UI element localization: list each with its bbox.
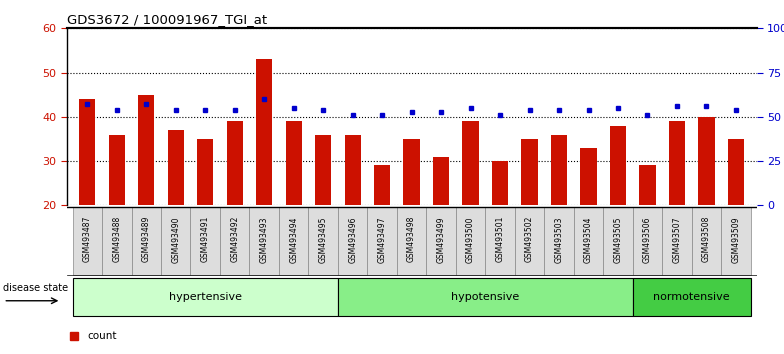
FancyBboxPatch shape xyxy=(132,207,161,275)
Text: GSM493502: GSM493502 xyxy=(525,216,534,263)
Text: disease state: disease state xyxy=(3,283,68,293)
FancyBboxPatch shape xyxy=(191,207,220,275)
FancyBboxPatch shape xyxy=(544,207,574,275)
Bar xyxy=(344,135,361,205)
Bar xyxy=(699,117,714,205)
Text: GSM493501: GSM493501 xyxy=(495,216,505,263)
Bar xyxy=(285,121,302,205)
Text: GSM493500: GSM493500 xyxy=(466,216,475,263)
Bar xyxy=(640,166,655,205)
Text: GSM493506: GSM493506 xyxy=(643,216,652,263)
Text: GSM493495: GSM493495 xyxy=(318,216,328,263)
Bar xyxy=(197,139,213,205)
FancyBboxPatch shape xyxy=(456,207,485,275)
FancyBboxPatch shape xyxy=(73,278,338,316)
Text: count: count xyxy=(87,331,117,342)
Bar xyxy=(138,95,154,205)
Bar xyxy=(315,135,332,205)
Bar xyxy=(109,135,125,205)
Bar xyxy=(669,121,685,205)
Bar xyxy=(374,166,390,205)
Text: GSM493490: GSM493490 xyxy=(171,216,180,263)
Bar xyxy=(463,121,479,205)
Text: GSM493493: GSM493493 xyxy=(260,216,269,263)
FancyBboxPatch shape xyxy=(368,207,397,275)
Bar xyxy=(404,139,419,205)
FancyBboxPatch shape xyxy=(603,207,633,275)
Text: GSM493489: GSM493489 xyxy=(142,216,151,263)
FancyBboxPatch shape xyxy=(515,207,544,275)
FancyBboxPatch shape xyxy=(73,207,102,275)
Bar xyxy=(492,161,508,205)
Text: GSM493494: GSM493494 xyxy=(289,216,298,263)
Bar xyxy=(168,130,183,205)
Text: GSM493488: GSM493488 xyxy=(112,216,122,262)
FancyBboxPatch shape xyxy=(161,207,191,275)
Text: GSM493492: GSM493492 xyxy=(230,216,239,263)
FancyBboxPatch shape xyxy=(691,207,721,275)
Bar xyxy=(227,121,243,205)
FancyBboxPatch shape xyxy=(426,207,456,275)
Text: hypotensive: hypotensive xyxy=(451,292,520,302)
Text: GSM493499: GSM493499 xyxy=(437,216,445,263)
Text: GSM493491: GSM493491 xyxy=(201,216,209,263)
Text: GSM493498: GSM493498 xyxy=(407,216,416,263)
Bar xyxy=(580,148,597,205)
Bar xyxy=(256,59,272,205)
Bar xyxy=(79,99,96,205)
FancyBboxPatch shape xyxy=(102,207,132,275)
FancyBboxPatch shape xyxy=(662,207,691,275)
Text: GSM493505: GSM493505 xyxy=(614,216,622,263)
FancyBboxPatch shape xyxy=(308,207,338,275)
Bar xyxy=(610,126,626,205)
Text: GSM493496: GSM493496 xyxy=(348,216,358,263)
FancyBboxPatch shape xyxy=(574,207,603,275)
FancyBboxPatch shape xyxy=(338,278,633,316)
Text: GSM493509: GSM493509 xyxy=(731,216,740,263)
FancyBboxPatch shape xyxy=(633,207,662,275)
Text: GSM493508: GSM493508 xyxy=(702,216,711,263)
FancyBboxPatch shape xyxy=(485,207,515,275)
Text: GSM493503: GSM493503 xyxy=(554,216,564,263)
Bar xyxy=(433,156,449,205)
FancyBboxPatch shape xyxy=(721,207,750,275)
Text: hypertensive: hypertensive xyxy=(169,292,241,302)
FancyBboxPatch shape xyxy=(633,278,750,316)
FancyBboxPatch shape xyxy=(338,207,368,275)
Bar xyxy=(521,139,538,205)
Text: GSM493497: GSM493497 xyxy=(378,216,387,263)
Text: GDS3672 / 100091967_TGI_at: GDS3672 / 100091967_TGI_at xyxy=(67,13,267,26)
FancyBboxPatch shape xyxy=(279,207,308,275)
FancyBboxPatch shape xyxy=(220,207,249,275)
Text: GSM493487: GSM493487 xyxy=(83,216,92,263)
Text: GSM493507: GSM493507 xyxy=(673,216,681,263)
Bar xyxy=(728,139,744,205)
Text: normotensive: normotensive xyxy=(653,292,730,302)
FancyBboxPatch shape xyxy=(249,207,279,275)
Text: GSM493504: GSM493504 xyxy=(584,216,593,263)
FancyBboxPatch shape xyxy=(397,207,426,275)
Bar xyxy=(551,135,567,205)
